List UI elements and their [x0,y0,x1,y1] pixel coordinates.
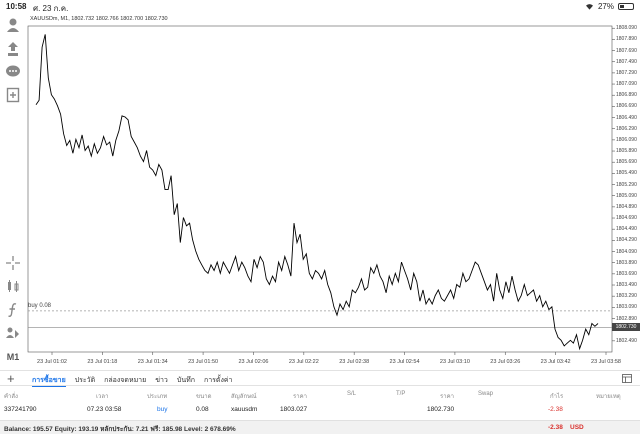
order-volume: 0.08 [196,406,209,413]
y-tick-label: 1805.890 [616,148,637,155]
x-tick-label: 23 Jul 01:50 [188,359,219,365]
col-sl: S/L [347,391,357,397]
battery-percent: 27% [597,2,614,11]
order-id: 337241790 [4,406,37,413]
tab-news[interactable]: ข่าว [155,377,168,384]
y-tick-label: 1807.090 [616,81,637,88]
table-row[interactable]: 337241790 07.23 03:58 buy 0.08 xauusdm 1… [0,404,640,417]
col-swap: Swap [478,391,494,397]
y-tick-label: 1805.290 [616,181,637,188]
y-tick-label: 1804.290 [616,237,637,244]
x-tick-label: 23 Jul 02:06 [238,359,269,365]
add-icon[interactable]: + [7,371,15,386]
y-tick-label: 1804.890 [616,203,637,210]
x-tick-label: 23 Jul 02:38 [339,359,370,365]
y-tick-label: 1804.490 [616,226,637,233]
col-tp: T/P [396,391,406,397]
symbol-info: XAUUSDm, M1, 1802.732 1802.766 1802.700 … [30,16,168,22]
account-summary-bar: Balance: 195.57 Equity: 193.19 หลักประกั… [0,420,640,434]
col-comment: หมายเหตุ [596,394,621,400]
new-order-icon[interactable] [4,86,22,104]
y-tick-label: 1802.490 [616,337,637,344]
y-tick-label: 1803.290 [616,293,637,300]
y-tick-label: 1807.890 [616,36,637,43]
y-tick-label: 1803.890 [616,259,637,266]
y-tick-label: 1805.490 [616,170,637,177]
y-tick-label: 1804.090 [616,248,637,255]
y-tick-label: 1805.690 [616,159,637,166]
chat-icon[interactable] [4,63,22,81]
order-profit: -2.38 [548,406,563,413]
account-icon[interactable] [4,16,22,34]
y-tick-label: 1803.690 [616,270,637,277]
x-tick-label: 23 Jul 01:02 [37,359,67,365]
y-tick-label: 1806.290 [616,125,637,132]
price-series-line [35,34,599,351]
x-tick-label: 23 Jul 02:22 [288,359,319,365]
account-currency: USD [570,424,584,431]
col-open-price: ราคา [293,394,307,400]
y-tick-label: 1803.490 [616,282,637,288]
x-tick-label: 23 Jul 03:26 [490,359,521,365]
x-tick-label: 23 Jul 03:10 [439,359,470,365]
total-profit: -2.38 [548,424,563,431]
x-tick-label: 23 Jul 03:42 [540,359,571,365]
tab-journal[interactable]: บันทึก [176,377,195,384]
terminal-tabbar: + การซื้อขาย ประวัติ กล่องจดหมาย ข่าว บั… [0,370,640,387]
order-type: buy [157,406,168,413]
crosshair-icon[interactable] [4,254,22,272]
function-icon[interactable] [4,301,22,319]
timeframe-button[interactable]: M1 [6,352,20,362]
trade-icon[interactable] [4,40,22,58]
order-time: 07.23 03:58 [87,406,122,413]
y-tick-label: 1807.690 [616,47,637,54]
x-tick-label: 23 Jul 03:58 [591,359,621,365]
y-tick-label: 1806.090 [616,136,637,143]
tab-trade[interactable]: การซื้อขาย [32,375,66,387]
wifi-icon [585,4,593,10]
y-tick-label: 1806.690 [616,103,637,110]
y-tick-label: 1806.890 [616,92,637,99]
current-price-tag: 1802.730 [612,323,640,332]
battery-icon [618,3,634,10]
buy-order-label: buy 0.08 [28,303,52,309]
col-symbol: สัญลักษณ์ [231,394,257,400]
col-order: คำสั่ง [4,394,18,400]
col-volume: ขนาด [196,394,212,400]
col-profit: กำไร [550,394,564,400]
col-time: เวลา [96,394,109,400]
x-tick-label: 23 Jul 02:54 [389,359,420,365]
trade-table-header: คำสั่ง เวลา ประเภท ขนาด สัญลักษณ์ ราคา S… [0,388,640,400]
x-tick-label: 23 Jul 01:34 [137,359,168,365]
order-current-price: 1802.730 [427,406,455,413]
y-tick-label: 1805.090 [616,192,637,199]
tab-settings[interactable]: การตั้งค่า [203,377,233,384]
y-tick-label: 1802.890 [616,315,637,322]
chart-toolbar: M1 [0,14,26,370]
y-tick-label: 1803.090 [616,304,637,311]
y-tick-label: 1807.490 [616,58,637,65]
chart-plot [27,25,615,355]
y-tick-label: 1807.290 [616,69,637,76]
col-type: ประเภท [147,394,168,400]
tab-history[interactable]: ประวัติ [74,377,96,384]
status-time: 10:58 [6,2,27,11]
account-summary: Balance: 195.57 Equity: 193.19 หลักประกั… [4,426,236,433]
price-chart[interactable]: XAUUSDm, M1, 1802.732 1802.766 1802.700 … [26,14,640,370]
order-open-price: 1803.027 [280,406,308,413]
x-tick-label: 23 Jul 01:18 [87,359,118,365]
collapse-panel-icon[interactable] [622,374,632,383]
status-bar: 10:58 ศ. 23 ก.ค. 27% [0,0,640,14]
indicators-icon[interactable] [4,277,22,295]
objects-icon[interactable] [4,324,22,342]
y-tick-label: 1804.690 [616,215,637,222]
order-symbol: xauusdm [231,406,258,413]
y-tick-label: 1808.090 [616,25,637,32]
status-date: ศ. 23 ก.ค. [33,4,69,13]
y-tick-label: 1806.490 [616,114,637,121]
tab-mailbox[interactable]: กล่องจดหมาย [104,377,147,384]
col-price: ราคา [440,394,454,400]
